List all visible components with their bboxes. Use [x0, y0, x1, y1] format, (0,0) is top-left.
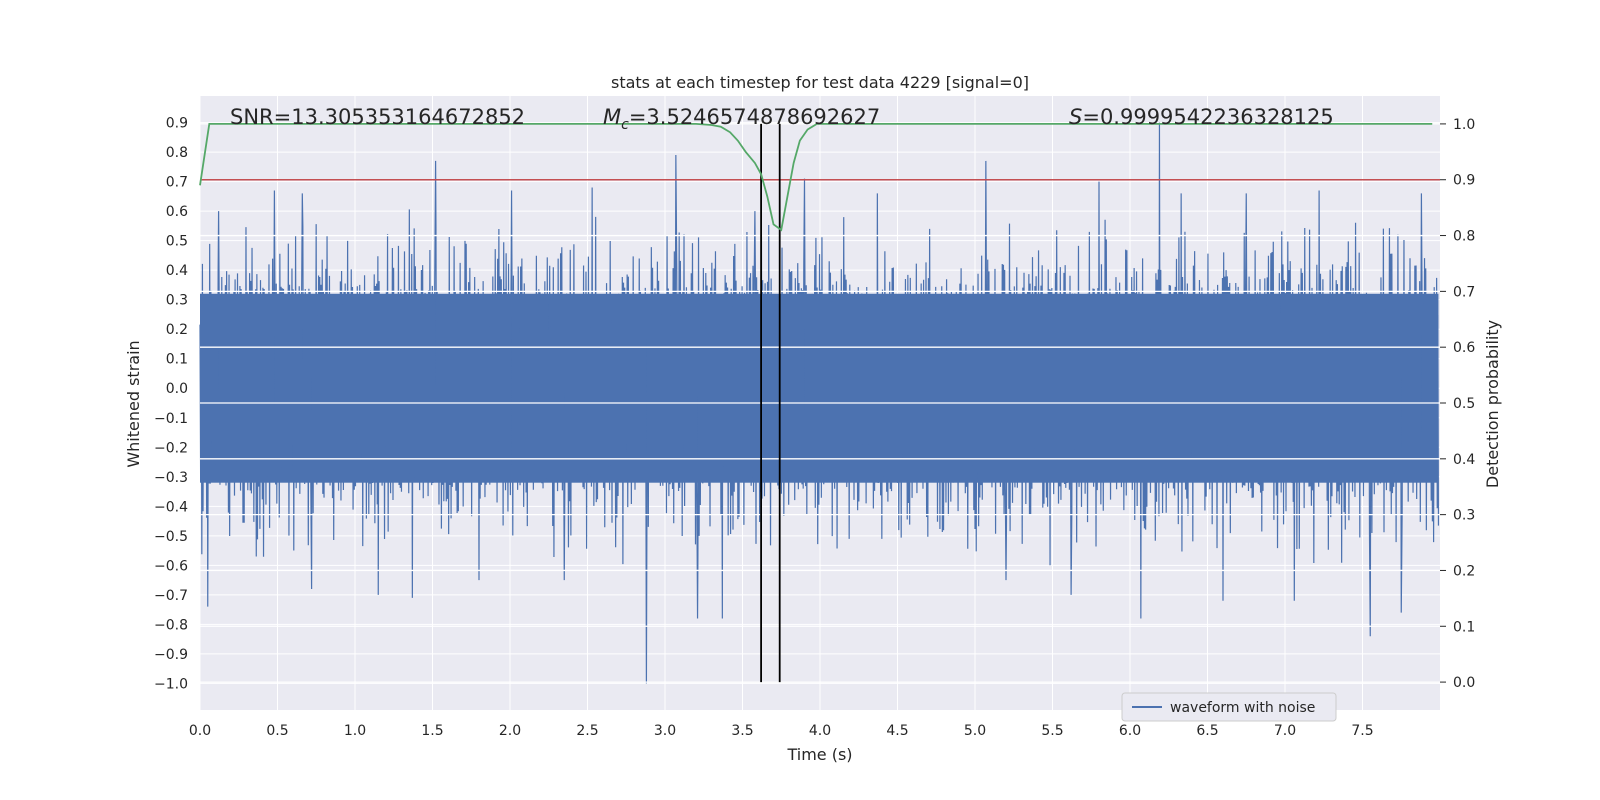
y-tick-label-left: −0.5	[154, 529, 188, 545]
y-tick-label-right: 0.1	[1453, 619, 1475, 635]
y-tick-label-left: −0.4	[154, 499, 188, 515]
y-tick-label-right: 1.0	[1453, 117, 1475, 133]
y-tick-label-left: −0.6	[154, 558, 188, 574]
y-tick-label-left: 0.1	[166, 352, 188, 368]
y-tick-label-right: 0.2	[1453, 563, 1475, 579]
y-tick-label-right: 0.3	[1453, 508, 1475, 524]
score-symbol: S	[1069, 105, 1082, 129]
legend: waveform with noise	[1121, 692, 1337, 722]
axis-ticks: 0.0 0.5 1.0 1.5 2.0 2.5 3.0 3.5 4.0 4.5 5.0 5.5 6.0 6…	[154, 116, 1475, 739]
y-tick-label-left: 0.4	[166, 263, 188, 279]
y-tick-label-left: −0.3	[154, 470, 188, 486]
y-axis-label-right: Detection probability	[1483, 320, 1502, 488]
y-tick-label-left: 0.2	[166, 322, 188, 338]
chirp-mass-symbol: M	[603, 105, 621, 129]
score-value: =0.9999542236328125	[1082, 105, 1333, 129]
y-tick-label-right: 0.4	[1453, 452, 1475, 468]
x-tick-label: 0.5	[266, 723, 288, 739]
x-tick-label: 4.0	[809, 723, 831, 739]
y-tick-label-left: 0.7	[166, 175, 188, 191]
chirp-mass-value: =3.5246574878692627	[629, 105, 880, 129]
y-tick-label-left: −0.2	[154, 440, 188, 456]
y-tick-label-right: 0.0	[1453, 675, 1475, 691]
waveform-series	[199, 122, 1440, 684]
x-tick-label: 2.0	[499, 723, 521, 739]
y-tick-label-left: 0.8	[166, 145, 188, 161]
y-tick-label-left: −1.0	[154, 676, 188, 692]
chart-title: stats at each timestep for test data 422…	[611, 73, 1029, 92]
snr-annotation: SNR=13.305353164672852	[230, 105, 525, 129]
y-tick-label-left: 0.6	[166, 204, 188, 220]
y-axis-label-left: Whitened strain	[124, 340, 143, 467]
y-tick-label-left: −0.9	[154, 647, 188, 663]
legend-label-waveform: waveform with noise	[1170, 700, 1315, 716]
x-tick-label: 2.5	[576, 723, 598, 739]
y-tick-label-left: 0.0	[166, 381, 188, 397]
y-tick-label-right: 0.7	[1453, 284, 1475, 300]
y-tick-label-right: 0.6	[1453, 340, 1475, 356]
y-tick-label-right: 0.9	[1453, 173, 1475, 189]
y-tick-label-left: 0.9	[166, 116, 188, 132]
x-tick-label: 3.5	[731, 723, 753, 739]
y-tick-label-left: −0.8	[154, 617, 188, 633]
y-tick-label-right: 0.5	[1453, 396, 1475, 412]
x-tick-label: 6.5	[1196, 723, 1218, 739]
x-tick-label: 3.0	[654, 723, 676, 739]
x-axis-label: Time (s)	[786, 745, 852, 764]
y-tick-label-left: 0.5	[166, 234, 188, 250]
score-annotation: S=0.9999542236328125	[1069, 105, 1334, 129]
chirp-mass-subscript: c	[621, 117, 629, 133]
x-tick-label: 1.5	[421, 723, 443, 739]
overlay-lines	[199, 123, 1440, 683]
x-tick-label: 1.0	[344, 723, 366, 739]
y-tick-label-right: 0.8	[1453, 229, 1475, 245]
y-tick-label-left: −0.1	[154, 411, 188, 427]
y-tick-label-left: 0.3	[166, 293, 188, 309]
waveform-line	[199, 122, 1440, 684]
x-tick-label: 4.5	[886, 723, 908, 739]
x-tick-label: 5.0	[964, 723, 986, 739]
y-tick-label-left: −0.7	[154, 588, 188, 604]
x-tick-label: 7.0	[1274, 723, 1296, 739]
chirp-mass-annotation: Mc=3.5246574878692627	[603, 105, 880, 133]
x-tick-label: 5.5	[1041, 723, 1063, 739]
probability-line	[199, 123, 1433, 232]
x-tick-label: 6.0	[1119, 723, 1141, 739]
x-tick-label: 0.0	[189, 723, 211, 739]
legend-box	[1121, 692, 1337, 722]
x-tick-label: 7.5	[1351, 723, 1373, 739]
